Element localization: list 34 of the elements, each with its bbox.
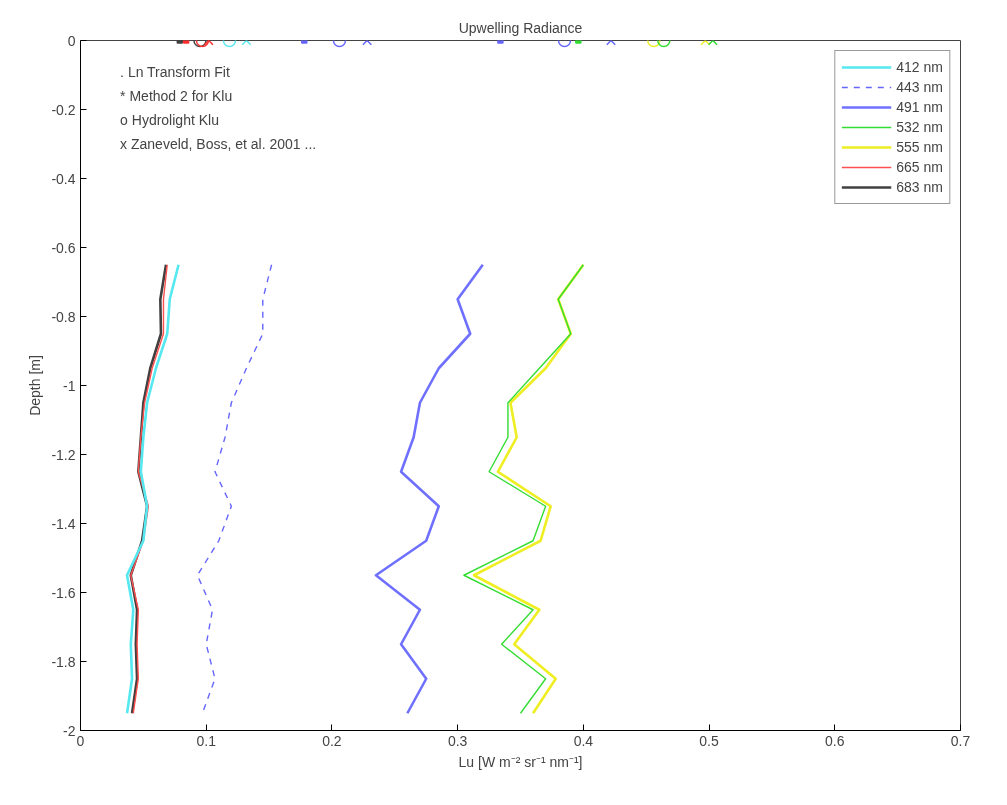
y-tick-label: -1.8 bbox=[51, 653, 76, 670]
annotation: o Hydrolight Klu bbox=[120, 111, 219, 128]
line-series bbox=[374, 263, 485, 715]
x-tick-label: 0.3 bbox=[447, 732, 468, 749]
x-tick-label: 0.5 bbox=[699, 732, 720, 749]
y-tick-label: -1 bbox=[63, 377, 76, 394]
x-tick-label: 0.7 bbox=[950, 732, 971, 749]
y-tick-label: -2 bbox=[63, 722, 76, 739]
legend-label: 555 nm bbox=[896, 139, 943, 155]
y-tick-label: -1.2 bbox=[51, 446, 76, 463]
y-tick-label: -1.6 bbox=[51, 584, 76, 601]
x-tick-label: 0.2 bbox=[322, 732, 342, 749]
y-tick-label: -0.2 bbox=[51, 101, 76, 118]
x-axis-title: Lu [W m⁻² sr⁻¹ nm⁻¹] bbox=[458, 753, 583, 770]
legend-label: 412 nm bbox=[896, 59, 943, 75]
legend-label: 443 nm bbox=[896, 79, 943, 95]
legend-label: 491 nm bbox=[896, 99, 943, 115]
legend-label: 683 nm bbox=[896, 179, 943, 195]
y-tick-label: -0.6 bbox=[51, 239, 76, 256]
x-tick-label: 0.1 bbox=[196, 732, 217, 749]
x-tick-label: 0.6 bbox=[825, 732, 845, 749]
annotation: x Zaneveld, Boss, et al. 2001 ... bbox=[120, 136, 317, 152]
legend-label: 532 nm bbox=[896, 119, 943, 135]
legend-label: 665 nm bbox=[896, 159, 943, 175]
y-tick-label: -1.4 bbox=[51, 515, 76, 532]
annotation: * Method 2 for Klu bbox=[120, 87, 233, 104]
line-series bbox=[125, 263, 180, 715]
annotation: . Ln Transform Fit bbox=[120, 63, 230, 80]
x-tick-label: 0.4 bbox=[573, 732, 594, 749]
y-tick-label: 0 bbox=[67, 32, 76, 49]
chart-title: Upwelling Radiance bbox=[458, 19, 583, 36]
y-tick-label: -0.8 bbox=[51, 308, 76, 325]
y-axis-title: Depth [m] bbox=[27, 355, 44, 416]
y-tick-label: -0.4 bbox=[51, 170, 76, 187]
